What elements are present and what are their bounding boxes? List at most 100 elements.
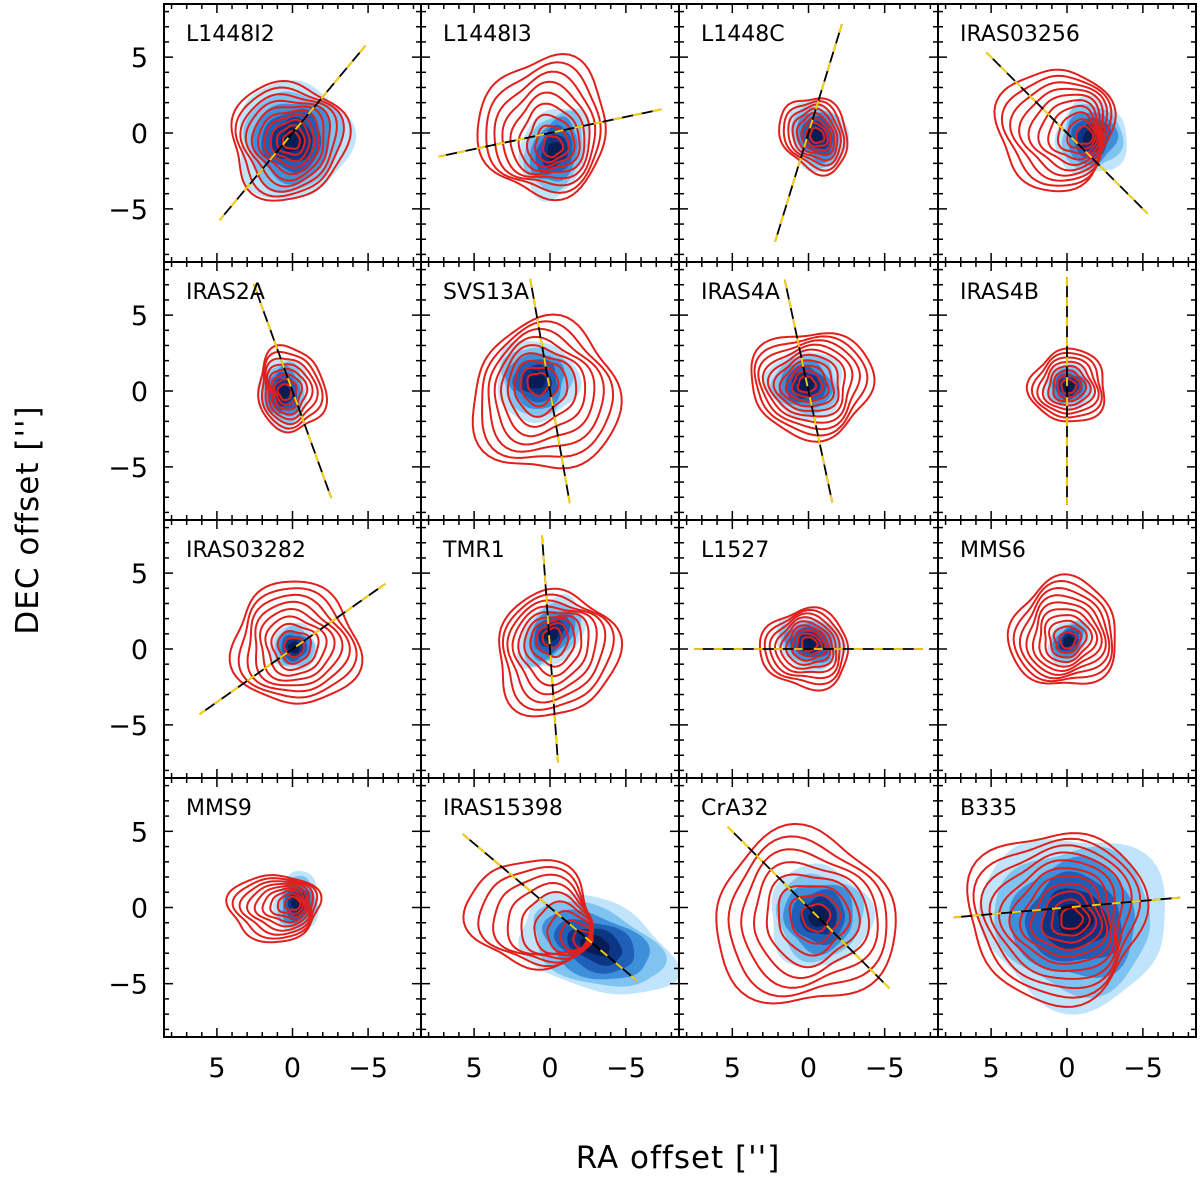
- panel-label: B335: [960, 796, 1017, 821]
- red-contour-level-8: [1048, 619, 1088, 659]
- red-contour-level-7: [529, 617, 576, 668]
- red-contour-level-10: [1075, 125, 1095, 145]
- x-tick-label: −5: [1123, 1053, 1163, 1084]
- outflow-axis-dark: [985, 51, 1149, 215]
- red-contour-level-8: [809, 126, 826, 144]
- axis-tick-labels: 5 0 −5 5 0 −5 5 0 −5 5 0 −5 5 0 −5 5 0 −5 5 0 −5 5 0 −5: [108, 43, 1163, 1084]
- red-contour-level-4: [501, 80, 591, 180]
- red-contour-level-2: [782, 100, 846, 172]
- red-contour-level-10: [281, 130, 301, 150]
- red-contour-level-6: [517, 102, 581, 173]
- outflow-axis-dark: [541, 535, 559, 763]
- red-contour-level-6: [800, 116, 832, 152]
- panel-plot-area: [694, 606, 923, 692]
- red-contour-level-1: [1025, 347, 1106, 423]
- red-contour-level-6: [523, 614, 583, 678]
- red-contour-level-7: [804, 121, 829, 148]
- red-contour-level-8: [520, 366, 560, 408]
- panel-tmr1: TMR1: [420, 519, 680, 779]
- red-contour-level-2: [237, 587, 358, 699]
- panel-plot-area: [985, 51, 1149, 215]
- red-contour-level-2: [261, 350, 324, 430]
- panels-layer: L1448I2 L1448I3 L1448C IRAS03256 IRAS2A SVS13…: [163, 3, 1197, 1038]
- panel-cra32: CrA32: [678, 777, 939, 1038]
- red-contour-level-7: [1056, 373, 1083, 399]
- panel-l1527: L1527: [678, 519, 939, 779]
- red-contour-level-1: [715, 822, 897, 1005]
- panel-plot-area: [774, 23, 850, 243]
- red-contour-level-5: [517, 611, 590, 687]
- outflow-axis-dark: [727, 826, 890, 989]
- filled-contour-level-6: [1063, 635, 1075, 648]
- panel-iras2a: IRAS2A: [163, 261, 422, 521]
- red-contour-level-9: [1040, 890, 1098, 944]
- red-contour-level-3: [487, 327, 605, 453]
- red-contour-level-8: [276, 892, 304, 915]
- red-contour-level-6: [270, 373, 303, 411]
- x-tick-label: 5: [466, 1053, 483, 1084]
- red-contour-level-2: [1000, 74, 1113, 187]
- red-contour-level-7: [1047, 104, 1101, 161]
- x-tick-label: 0: [284, 1053, 301, 1084]
- red-contour-level-4: [511, 605, 598, 696]
- x-tick-label: −5: [348, 1053, 388, 1084]
- panel-mms9: MMS9: [163, 777, 422, 1038]
- y-tick-label: 0: [131, 119, 148, 150]
- red-contour-level-1: [750, 332, 876, 443]
- red-contour-level-3: [768, 612, 841, 680]
- red-contour-level-8: [1029, 882, 1104, 951]
- red-contour-level-4: [791, 107, 839, 162]
- panel-label: IRAS03256: [960, 22, 1080, 47]
- red-contour-level-3: [238, 880, 314, 936]
- panel-label: IRAS03282: [186, 538, 306, 563]
- red-contour-level-7: [778, 359, 835, 408]
- red-contour-level-7: [788, 893, 842, 945]
- red-contour-level-3: [246, 593, 351, 693]
- filled-contour-level-6: [808, 905, 830, 927]
- red-contour-level-6: [777, 885, 852, 957]
- red-contour-level-6: [1052, 369, 1088, 403]
- red-contour-level-9: [790, 370, 824, 399]
- red-contour-level-3: [787, 103, 842, 167]
- red-contour-level-9: [284, 895, 302, 911]
- red-contour-level-1: [228, 580, 364, 705]
- red-contour-level-4: [254, 600, 344, 687]
- red-contour-level-5: [779, 620, 835, 670]
- red-contour-level-3: [757, 339, 861, 431]
- red-contour-level-7: [1043, 614, 1094, 664]
- red-contour-level-4: [246, 882, 312, 932]
- outflow-axis-dark: [438, 108, 662, 158]
- outflow-axis-dark: [953, 896, 1181, 919]
- outflow-axis-dark: [783, 279, 834, 503]
- x-tick-label: 0: [541, 1053, 558, 1084]
- red-contour-level-1: [225, 874, 323, 944]
- red-contour-level-8: [534, 124, 571, 164]
- red-contour-level-5: [509, 91, 586, 176]
- y-tick-label: 0: [131, 377, 148, 408]
- red-contour-level-4: [244, 99, 331, 188]
- red-contour-level-4: [1018, 87, 1104, 177]
- panel-l1448i2: L1448I2: [163, 3, 422, 263]
- red-contour-level-10: [1058, 631, 1078, 650]
- red-contour-level-3: [506, 599, 607, 704]
- red-contour-level-6: [1038, 608, 1099, 668]
- y-tick-label: 5: [131, 817, 148, 848]
- filled-contour-level-6: [1062, 380, 1075, 393]
- y-tick-label: −5: [108, 195, 148, 226]
- panel-iras4a: IRAS4A: [678, 261, 939, 521]
- panel-label: IRAS15398: [443, 796, 563, 821]
- filled-contour-level-6: [543, 625, 559, 642]
- red-contour-level-7: [269, 889, 307, 919]
- red-contour-level-6: [1037, 99, 1102, 166]
- red-contour-level-2: [753, 335, 869, 437]
- y-tick-label: 5: [131, 301, 148, 332]
- red-contour-level-2: [234, 86, 345, 198]
- panel-label: L1448C: [701, 22, 785, 47]
- red-contour-level-7: [1019, 875, 1109, 958]
- panel-plot-area: [438, 53, 662, 202]
- red-contour-level-10: [796, 375, 818, 394]
- red-contour-level-5: [259, 608, 336, 682]
- red-contour-level-9: [572, 929, 594, 950]
- red-contour-level-3: [740, 848, 879, 989]
- red-contour-level-3: [264, 357, 319, 426]
